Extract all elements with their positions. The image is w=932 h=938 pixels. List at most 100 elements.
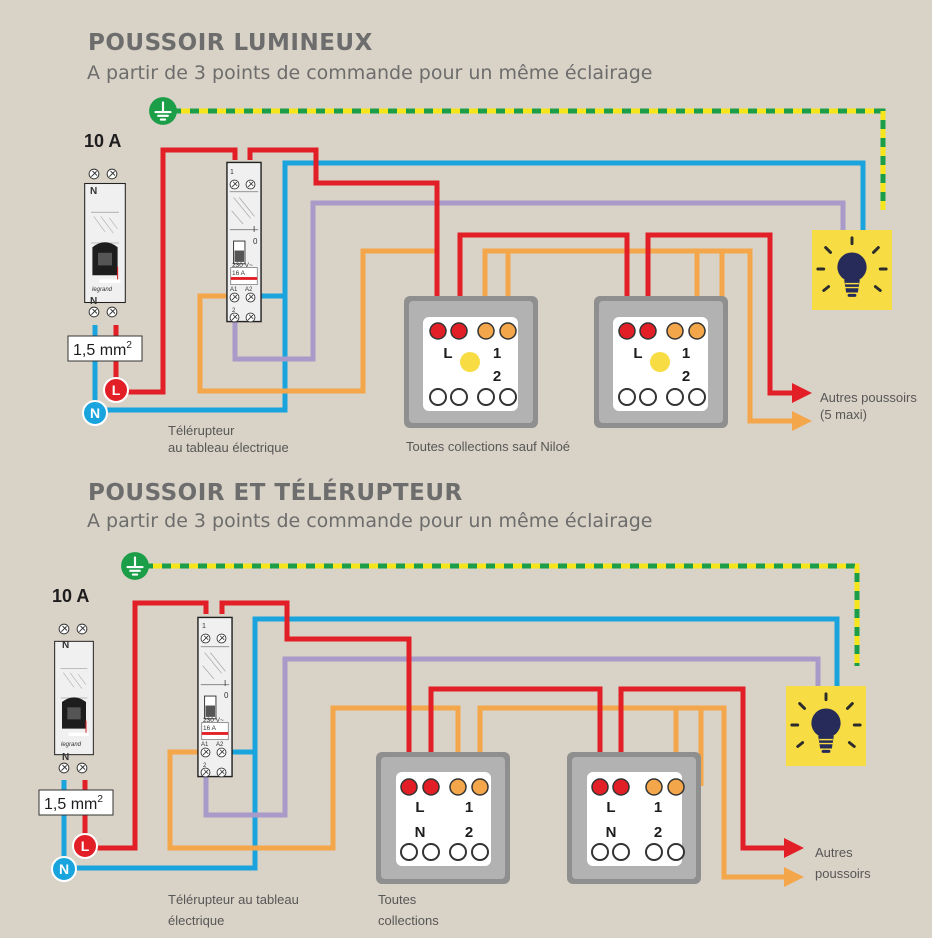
svg-text:I: I xyxy=(253,225,255,234)
svg-text:N: N xyxy=(90,405,100,421)
svg-text:L: L xyxy=(443,345,452,362)
breaker-rating: 10 A xyxy=(84,131,121,151)
earth-wire xyxy=(135,563,860,666)
breaker-N-label-top: N xyxy=(90,186,97,197)
svg-text:1: 1 xyxy=(493,345,501,362)
contactor-caption-line2: au tableau électrique xyxy=(168,440,289,455)
svg-text:16 A: 16 A xyxy=(232,270,246,277)
lamp-icon xyxy=(812,230,892,310)
terminal-N: N xyxy=(82,400,108,426)
wire-live-switch xyxy=(428,686,603,786)
circuit-breaker: 10 A N N legrand xyxy=(52,586,94,774)
cable-section-exp: 2 xyxy=(126,340,132,351)
terminal-L: L xyxy=(103,377,129,403)
svg-text:A1: A1 xyxy=(201,742,209,748)
svg-text:1: 1 xyxy=(465,799,473,816)
svg-text:L: L xyxy=(606,799,615,816)
contactor-caption-2: Télérupteur au tableau électrique xyxy=(168,892,302,928)
svg-text:2: 2 xyxy=(493,368,501,385)
switch-caption-2-line1: Toutes xyxy=(378,892,417,907)
wiring-diagram-pushbutton: 10 A N N legrand 1,5 mm2 L N 1 xyxy=(67,96,920,455)
switch-caption-2-line2: collections xyxy=(378,913,439,928)
svg-text:16 A: 16 A xyxy=(203,725,217,732)
svg-text:A2: A2 xyxy=(216,742,224,748)
pushbutton-switch-4: L 1 N 2 xyxy=(567,752,701,884)
wire-orange-switch1 xyxy=(477,705,704,786)
others-label-1-line1: Autres poussoirs xyxy=(820,390,917,405)
svg-text:N: N xyxy=(59,861,69,877)
contactor-caption-2-line2: électrique xyxy=(168,913,224,928)
indicator-light xyxy=(460,352,480,372)
svg-text:1: 1 xyxy=(682,345,690,362)
wire-orange-command xyxy=(167,705,461,851)
svg-text:L: L xyxy=(81,838,90,854)
others-label-2: Autres poussoirs xyxy=(815,845,871,881)
cable-section-label: 1,5 mm2 xyxy=(67,335,143,362)
svg-text:2: 2 xyxy=(232,308,236,314)
svg-text:N: N xyxy=(415,824,426,841)
svg-text:N: N xyxy=(62,752,69,763)
wire-neutral-contactor xyxy=(255,275,285,299)
pushbutton-switch-1: L 1 2 xyxy=(404,296,538,428)
pushbutton-switch-3: L 1 N 2 xyxy=(376,752,510,884)
section-1-title: POUSSOIR LUMINEUX xyxy=(88,30,373,56)
section-2-title: POUSSOIR ET TÉLÉRUPTEUR xyxy=(88,480,463,506)
contactor-caption-2-line1: Télérupteur au tableau xyxy=(168,892,299,907)
section-1-subtitle: A partir de 3 points de commande pour un… xyxy=(87,62,653,84)
svg-text:1,5 mm2: 1,5 mm2 xyxy=(73,340,132,359)
wire-live-contactor xyxy=(219,600,412,786)
cable-section-value: 1,5 mm xyxy=(73,342,126,359)
switch-caption-1-line1: Toutes collections sauf Niloé xyxy=(406,439,570,454)
contactor-caption-line1: Télérupteur xyxy=(168,423,235,438)
svg-text:1: 1 xyxy=(202,623,206,630)
ground-icon xyxy=(148,96,178,126)
svg-text:I: I xyxy=(224,679,226,688)
contactor: 1 I 0 230 V~ 16 A A1 A2 2 xyxy=(197,616,233,778)
others-label-2-line1: Autres xyxy=(815,845,853,860)
svg-text:2: 2 xyxy=(465,824,473,841)
switch-caption-1: Toutes collections sauf Niloé xyxy=(406,439,570,454)
svg-text:1: 1 xyxy=(654,799,662,816)
others-label-1: Autres poussoirs (5 maxi) xyxy=(820,390,920,422)
others-label-2-line2: poussoirs xyxy=(815,866,871,881)
wire-live-others xyxy=(645,232,812,403)
breaker-N-label-bottom: N xyxy=(90,296,97,307)
terminal-N: N xyxy=(51,856,77,882)
svg-text:N: N xyxy=(606,824,617,841)
svg-text:230 V~: 230 V~ xyxy=(203,717,224,724)
wiring-diagram-pushbutton-contactor: 10 A N N legrand 1,5 mm2 L N 1 I xyxy=(38,551,871,928)
switch-caption-2: Toutes collections xyxy=(378,892,439,928)
svg-text:2: 2 xyxy=(682,368,690,385)
section-2-subtitle: A partir de 3 points de commande pour un… xyxy=(87,510,653,532)
svg-text:legrand: legrand xyxy=(61,742,82,748)
svg-text:L: L xyxy=(633,345,642,362)
wire-live-switch xyxy=(457,232,630,330)
contactor-caption: Télérupteur au tableau électrique xyxy=(168,423,289,455)
earth-wire xyxy=(163,108,886,210)
wire-purple-lamp xyxy=(203,656,821,818)
wire-live-others xyxy=(618,686,804,858)
svg-text:A2: A2 xyxy=(245,287,253,293)
terminal-L: L xyxy=(72,833,98,859)
svg-text:N: N xyxy=(62,640,69,651)
svg-text:230 V~: 230 V~ xyxy=(232,262,253,269)
ground-icon xyxy=(120,551,150,581)
svg-text:A1: A1 xyxy=(230,287,238,293)
breaker-rating: 10 A xyxy=(52,586,89,606)
cable-section-label: 1,5 mm2 xyxy=(38,789,114,816)
svg-text:2: 2 xyxy=(203,763,207,769)
pushbutton-switch-2: L 1 2 xyxy=(594,296,728,428)
indicator-light xyxy=(650,352,670,372)
wire-purple-lamp xyxy=(232,200,846,362)
svg-text:1,5 mm2: 1,5 mm2 xyxy=(44,794,103,813)
wire-live-contactor xyxy=(247,147,440,330)
svg-text:1: 1 xyxy=(230,169,234,176)
svg-text:L: L xyxy=(112,382,121,398)
contactor: 1 I 0 230 V~ 16 A A1 A2 2 xyxy=(226,161,262,323)
svg-text:2: 2 xyxy=(654,824,662,841)
wire-neutral-contactor xyxy=(226,738,255,755)
svg-text:L: L xyxy=(415,799,424,816)
breaker-brand: legrand xyxy=(92,287,113,293)
svg-text:0: 0 xyxy=(224,691,229,700)
